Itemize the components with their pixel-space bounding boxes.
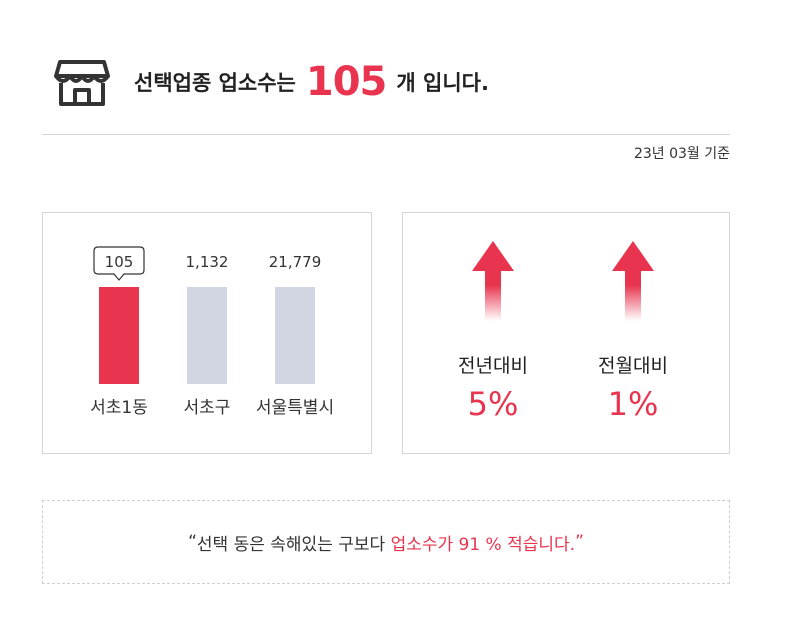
change-value: 5% <box>467 385 519 423</box>
change-label: 전월대비 <box>598 355 668 377</box>
headline-prefix: 선택업종 업소수는 <box>134 71 296 95</box>
bar-chart-card: 105 서초1동 1,132 서초구 21,779 서울특별시 <box>42 212 372 454</box>
store-icon <box>54 60 110 106</box>
up-arrow-icon <box>472 241 514 321</box>
header: 선택업종 업소수는 105 개 입니다. <box>54 52 754 112</box>
bar-1 <box>99 287 139 384</box>
store-count: 105 <box>305 59 387 105</box>
bar-3 <box>275 287 315 384</box>
change-label: 전년대비 <box>458 355 528 377</box>
category-label: 서초1동 <box>90 398 148 418</box>
value-callout <box>93 246 145 281</box>
value-label: 1,132 <box>186 253 229 271</box>
headline-suffix: 개 입니다. <box>396 71 489 95</box>
category-label: 서초구 <box>184 398 231 418</box>
value-label: 105 <box>105 253 134 271</box>
bar-2 <box>187 287 227 384</box>
basis-date: 23년 03월 기준 <box>633 146 730 162</box>
up-arrow-icon <box>612 241 654 321</box>
note-highlight: 업소수가 91 % 적습니다. <box>390 534 576 555</box>
headline: 선택업종 업소수는 105 개 입니다. <box>134 52 489 112</box>
note-text: 선택 동은 속해있는 구보다 <box>196 534 391 555</box>
value-label: 21,779 <box>269 253 322 271</box>
bar-chart: 105 서초1동 1,132 서초구 21,779 서울특별시 <box>90 246 334 418</box>
category-label: 서울특별시 <box>256 398 334 418</box>
note-close-quote: ” <box>575 532 584 552</box>
divider <box>42 134 730 135</box>
note-open-quote: “ <box>188 532 197 552</box>
comparison-note: “ 선택 동은 속해있는 구보다 업소수가 91 % 적습니다. ” <box>42 500 730 584</box>
change-card: 전년대비 5% 전월대비 1% <box>402 212 730 454</box>
change-value: 1% <box>607 385 659 423</box>
